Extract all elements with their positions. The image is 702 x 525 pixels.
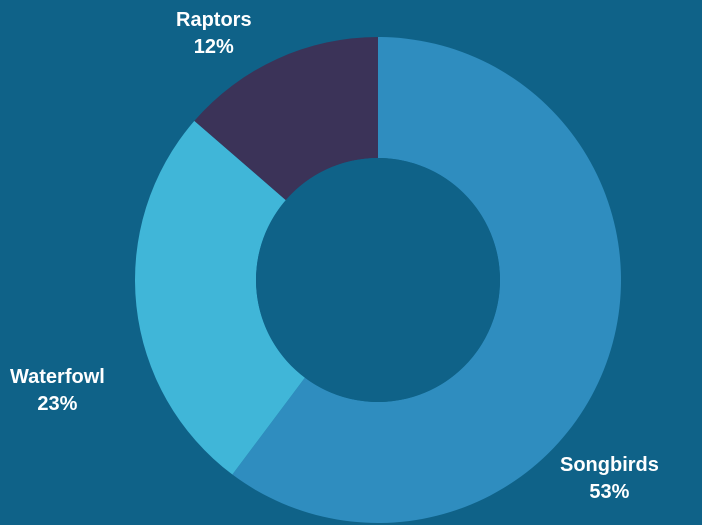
waterfowl-name: Waterfowl (10, 366, 105, 388)
slice-raptors (194, 37, 378, 201)
raptors-label: Raptors 12% (176, 7, 252, 61)
songbirds-label: Songbirds 53% (560, 452, 659, 506)
raptors-value: 12% (193, 36, 234, 58)
waterfowl-value: 23% (37, 393, 78, 415)
slice-waterfowl (135, 120, 305, 475)
waterfowl-label: Waterfowl 23% (10, 364, 105, 418)
donut-hole (256, 158, 500, 402)
raptors-name: Raptors (176, 9, 252, 31)
songbirds-value: 53% (589, 481, 630, 503)
songbirds-name: Songbirds (560, 454, 659, 476)
slice-songbirds (232, 37, 622, 523)
